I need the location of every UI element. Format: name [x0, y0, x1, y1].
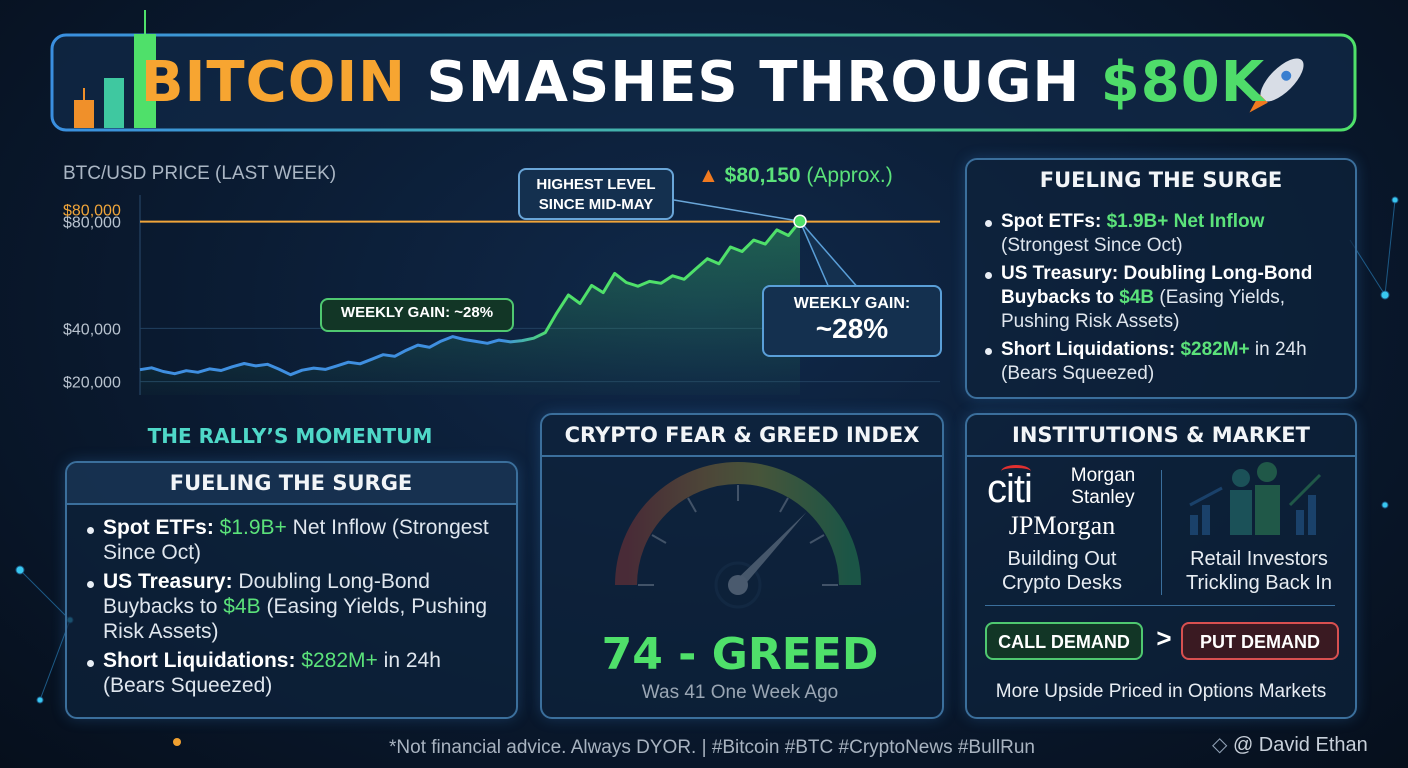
bullet-text: Doubling Long-Bond Buybacks to: [103, 570, 430, 618]
bullet: Short Liquidations: $282M+ in 24h (Bears…: [983, 338, 1335, 386]
bullet-list: Spot ETFs: $1.9B+ Net Inflow (Strongest …: [983, 210, 1335, 390]
gain-big-label: WEEKLY GAIN:: [793, 295, 911, 312]
institutions-panel: INSTITUTIONS & MARKET citi Morgan Stanle…: [965, 413, 1357, 719]
peak-label: ▲ $80,150 (Approx.): [698, 164, 893, 187]
y-tick-label: $40,000: [63, 321, 121, 338]
panel-header: [67, 463, 516, 505]
bullet: Short Liquidations: $282M+ in 24h (Bears…: [85, 648, 495, 698]
bullet: Spot ETFs: $1.9B+ Net Inflow (Strongest …: [85, 515, 495, 565]
price-chart: $20,000 $40,000 $80,000$80,000: [63, 195, 940, 395]
bullet-text: in 24h (Bears Squeezed): [1001, 339, 1307, 384]
options-note: More Upside Priced in Options Markets: [995, 681, 1327, 702]
bullet-text: Spot ETFs:: [1001, 211, 1102, 232]
citi-arc: [1001, 465, 1031, 478]
bullet-text: (Easing Yields, Pushing Risk Assets): [1001, 287, 1286, 332]
caption-line: Building Out: [1007, 548, 1117, 570]
y-tick-label: $20,000: [63, 375, 121, 392]
title-part: BITCOIN: [140, 50, 407, 115]
panel-header: [542, 415, 942, 457]
bullet-list: Spot ETFs: $1.9B+ Net Inflow (Strongest …: [85, 515, 495, 702]
bullet-text: Short Liquidations:: [1001, 339, 1176, 360]
rocket-icon: [1249, 58, 1304, 113]
caption-line: Crypto Desks: [1001, 572, 1123, 594]
bullet-text: $4B: [1119, 287, 1155, 308]
title: BITCOIN SMASHES THROUGH $80K: [141, 50, 1265, 115]
y-tick-label: $80,000: [63, 215, 121, 232]
divider: [985, 605, 1335, 606]
caption: Retail Investors Trickling Back In: [1186, 547, 1332, 595]
callout-line: SINCE MID-MAY: [538, 196, 654, 213]
callout-line: HIGHEST LEVEL: [536, 176, 656, 193]
bullet-text: $1.9B+ Net Inflow: [1106, 211, 1265, 232]
bullet-text: (Strongest Since Oct): [1001, 235, 1183, 256]
title-part: $80K: [1100, 50, 1266, 115]
bullet: US Treasury: Doubling Long-Bond Buybacks…: [85, 569, 495, 644]
gain-big: WEEKLY GAIN: ~28%: [762, 285, 942, 357]
panel-title: FUELING THE SURGE: [169, 471, 413, 495]
title-part: SMASHES THROUGH: [426, 50, 1081, 115]
bullet-text: in 24h (Bears Squeezed): [103, 649, 441, 697]
section-label: THE RALLY’S MOMENTUM: [147, 424, 433, 448]
caption-line: Trickling Back In: [1186, 572, 1332, 594]
credit: ◇ @ David Ethan: [1212, 734, 1368, 756]
peak-value: $80,150: [724, 164, 801, 187]
bullet-text: US Treasury:: [103, 570, 233, 593]
morgan-stanley: Morgan Stanley: [1071, 465, 1135, 509]
bullet-text: $282M+: [301, 649, 378, 672]
gain-small: WEEKLY GAIN: ~28%: [320, 298, 514, 332]
reference-label: $80,000: [63, 203, 121, 220]
peak-point: [793, 214, 807, 229]
caption: Building Out Crypto Desks: [1002, 547, 1122, 595]
gauge-panel: CRYPTO FEAR & GREED INDEX 74 - GREED Was…: [540, 413, 944, 719]
callout-pointer: [799, 220, 862, 291]
logo-line: Stanley: [1071, 487, 1135, 508]
caption-line: Retail Investors: [1190, 548, 1328, 570]
bullet-text: Spot ETFs:: [103, 516, 214, 539]
gauge-label: 74 - GREED: [601, 629, 879, 680]
divider: [1161, 470, 1162, 595]
bullet-text: Short Liquidations:: [103, 649, 296, 672]
price-area: [140, 221, 800, 395]
credit-text: @ David Ethan: [1232, 734, 1368, 756]
bullet-text: US Treasury: Doubling Long-Bond Buybacks…: [1001, 263, 1313, 308]
bullet: Spot ETFs: $1.9B+ Net Inflow (Strongest …: [983, 210, 1335, 258]
bullet-text: $1.9B+: [219, 516, 287, 539]
put-demand: PUT DEMAND: [1181, 622, 1339, 660]
panel-title: INSTITUTIONS & MARKET: [1012, 423, 1310, 447]
gauge-note: Was 41 One Week Ago: [641, 682, 839, 703]
title-icon: [74, 10, 156, 128]
bullet-text: $4B: [223, 595, 261, 618]
bullet-text: $282M+: [1180, 339, 1250, 360]
bullet: US Treasury: Doubling Long-Bond Buybacks…: [983, 262, 1335, 334]
disclaimer: *Not financial advice. Always DYOR. | #B…: [389, 737, 1035, 758]
price-line: [139, 220, 802, 377]
surge-panel: FUELING THE SURGE Spot ETFs: $1.9B+ Net …: [65, 461, 518, 719]
bullet-text: Net Inflow (Strongest Since Oct): [103, 516, 489, 564]
panel-title: CRYPTO FEAR & GREED INDEX: [564, 423, 920, 447]
call-demand: CALL DEMAND: [985, 622, 1143, 660]
jpmorgan-logo: JPMorgan: [1008, 511, 1116, 540]
peak-callout: HIGHEST LEVEL SINCE MID-MAY: [518, 168, 674, 220]
panel-title: FUELING THE SURGE: [1039, 168, 1283, 192]
peak-note: (Approx.): [806, 164, 893, 187]
chart-title: BTC/USD PRICE (LAST WEEK): [63, 163, 337, 184]
logo-line: Morgan: [1070, 465, 1136, 486]
comparator: >: [1156, 623, 1172, 653]
bullet-text: (Easing Yields, Pushing Risk Assets): [103, 595, 488, 643]
gain-big-value: ~28%: [815, 313, 889, 344]
title-frame: [50, 33, 1357, 132]
callout-pointer: [673, 199, 801, 223]
summary-panel: FUELING THE SURGE Spot ETFs: $1.9B+ Net …: [965, 158, 1357, 399]
panel-header: [967, 415, 1355, 457]
